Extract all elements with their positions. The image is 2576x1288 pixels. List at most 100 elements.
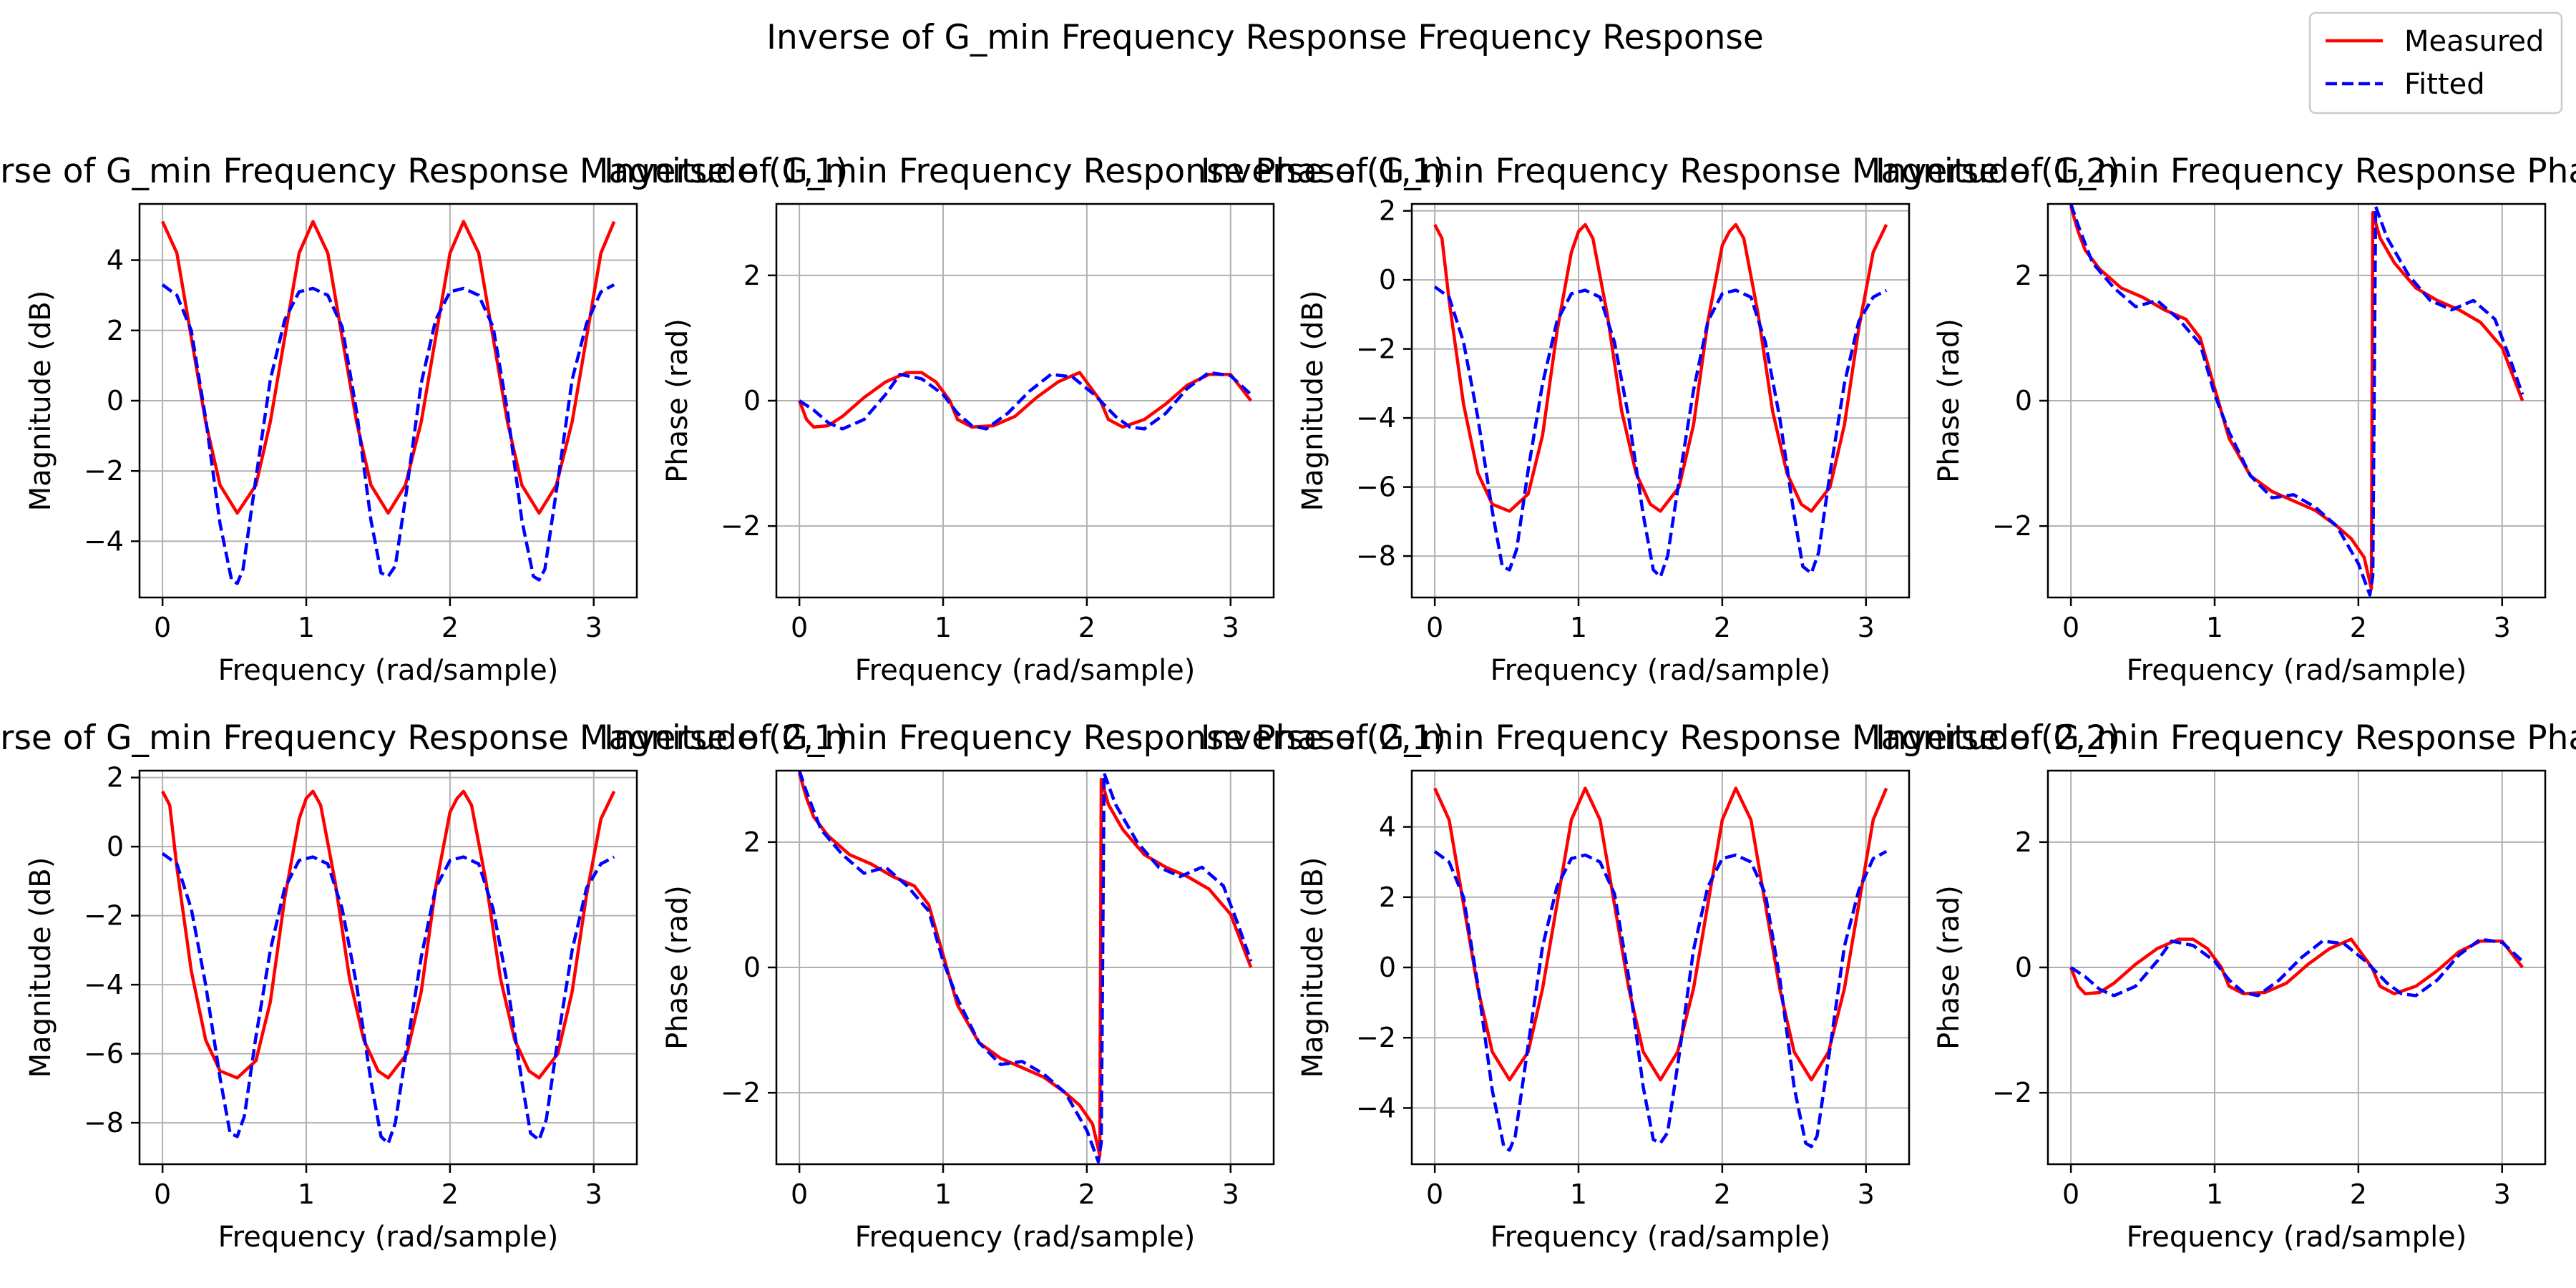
y-tick-label: −2 bbox=[1356, 333, 1396, 365]
subplot-2: 0 1 2 3 −2 0 2 Frequency (rad/sample) Phase (rad… bbox=[604, 152, 1446, 687]
y-tick-label: −4 bbox=[1356, 1092, 1396, 1123]
series-fitted-line bbox=[2069, 937, 2524, 997]
y-tick-label: −6 bbox=[84, 1038, 124, 1070]
y-axis-label: Magnitude (dB) bbox=[1297, 857, 1330, 1078]
y-axis-label: Phase (rad) bbox=[1933, 318, 1966, 483]
x-tick-label: 3 bbox=[1858, 612, 1875, 643]
x-tick-label: 2 bbox=[1078, 612, 1096, 643]
series-fitted-line bbox=[1433, 285, 1888, 579]
y-tick-label: −2 bbox=[84, 455, 124, 487]
subplot-8: 0 1 2 3 −2 0 2 Frequency (rad/sample) Phase (rad… bbox=[1875, 718, 2576, 1254]
x-tick-label: 1 bbox=[935, 1179, 952, 1210]
x-tick-label: 3 bbox=[1222, 612, 1239, 643]
y-tick-label: −8 bbox=[1356, 540, 1396, 572]
y-tick-label: 2 bbox=[107, 315, 124, 346]
x-tick-label: 1 bbox=[298, 1179, 315, 1210]
x-axis-label: Frequency (rad/sample) bbox=[2127, 1221, 2467, 1254]
x-tick-label: 0 bbox=[2062, 1179, 2079, 1210]
legend-frame bbox=[2308, 11, 2563, 114]
y-tick-label: 0 bbox=[107, 385, 124, 416]
series-fitted-line bbox=[1433, 849, 1888, 1152]
x-tick-label: 3 bbox=[1858, 1179, 1875, 1210]
y-tick-label: −4 bbox=[84, 525, 124, 557]
y-tick-label: 2 bbox=[1379, 882, 1396, 913]
x-tick-label: 0 bbox=[154, 1179, 171, 1210]
legend-measured-label: Measured bbox=[2404, 25, 2544, 58]
x-tick-label: 2 bbox=[1078, 1179, 1096, 1210]
series-fitted-line bbox=[798, 371, 1252, 431]
x-tick-label: 0 bbox=[1426, 612, 1443, 643]
series-measured-line bbox=[2069, 937, 2524, 996]
y-tick-label: −2 bbox=[84, 900, 124, 932]
series-group bbox=[797, 771, 1253, 1163]
series-group bbox=[161, 220, 616, 585]
x-tick-label: 0 bbox=[1426, 1179, 1443, 1210]
x-tick-label: 3 bbox=[585, 1179, 602, 1210]
x-tick-label: 2 bbox=[441, 612, 459, 643]
y-tick-label: 0 bbox=[2015, 952, 2032, 983]
y-axis-label: Phase (rad) bbox=[1933, 885, 1966, 1050]
subplot-title: Inverse of G_min Frequency Response Magn… bbox=[1201, 152, 2121, 191]
series-fitted-line bbox=[161, 283, 615, 585]
x-tick-label: 0 bbox=[2062, 612, 2079, 643]
y-tick-label: 2 bbox=[107, 762, 124, 794]
x-tick-label: 2 bbox=[1714, 1179, 1731, 1210]
series-group bbox=[2069, 937, 2524, 997]
series-group bbox=[1433, 786, 1888, 1152]
y-axis-label: Magnitude (dB) bbox=[24, 291, 57, 512]
series-fitted-line bbox=[161, 852, 615, 1146]
y-tick-label: −6 bbox=[1356, 472, 1396, 503]
x-tick-label: 0 bbox=[791, 612, 808, 643]
y-tick-label: 2 bbox=[743, 826, 761, 858]
y-tick-label: −4 bbox=[84, 969, 124, 1000]
series-group bbox=[797, 371, 1252, 431]
y-axis-label: Magnitude (dB) bbox=[1297, 291, 1330, 512]
subplot-3: 0 1 2 3 −8 −6 −4 −2 0 2 Frequency (rad/sample) Magn… bbox=[1201, 152, 2121, 687]
x-tick-label: 3 bbox=[585, 612, 602, 643]
y-tick-label: 2 bbox=[2015, 260, 2032, 291]
subplot-title: Inverse of G_min Frequency Response Phas… bbox=[604, 718, 1446, 758]
subplot-grid: 0 1 2 3 −4 −2 0 2 4 Frequency (rad/sample) Magnitu… bbox=[0, 152, 2576, 1254]
y-tick-label: 0 bbox=[2015, 385, 2032, 416]
y-tick-label: 4 bbox=[1379, 811, 1396, 843]
y-axis-label: Magnitude (dB) bbox=[24, 857, 57, 1078]
x-tick-label: 3 bbox=[2494, 1179, 2511, 1210]
x-axis-label: Frequency (rad/sample) bbox=[218, 1221, 559, 1254]
x-tick-label: 1 bbox=[1570, 1179, 1587, 1210]
figure-suptitle: Inverse of G_min Frequency Response Freq… bbox=[766, 18, 1764, 57]
y-tick-label: 0 bbox=[107, 831, 124, 862]
y-tick-label: 0 bbox=[743, 952, 761, 983]
x-tick-label: 0 bbox=[154, 612, 171, 643]
y-tick-label: 0 bbox=[743, 385, 761, 416]
x-tick-label: 1 bbox=[2206, 612, 2223, 643]
subplot-4: 0 1 2 3 −2 0 2 Frequency (rad/sample) Phase (rad… bbox=[1875, 152, 2576, 687]
y-axis-label: Phase (rad) bbox=[661, 885, 694, 1050]
x-tick-label: 3 bbox=[2494, 612, 2511, 643]
x-tick-label: 1 bbox=[1570, 612, 1587, 643]
x-axis-label: Frequency (rad/sample) bbox=[855, 654, 1196, 687]
y-tick-label: −8 bbox=[84, 1107, 124, 1138]
y-tick-label: 2 bbox=[743, 260, 761, 291]
subplot-title: Inverse of G_min Frequency Response Phas… bbox=[1875, 718, 2576, 758]
series-fitted-line bbox=[797, 771, 1253, 1163]
x-axis-label: Frequency (rad/sample) bbox=[855, 1221, 1196, 1254]
y-tick-label: 0 bbox=[1379, 952, 1396, 983]
y-axis-label: Phase (rad) bbox=[661, 318, 694, 483]
y-tick-label: 2 bbox=[1379, 195, 1396, 227]
series-measured-line bbox=[1433, 223, 1888, 513]
axes-frame bbox=[1410, 203, 1911, 599]
y-tick-label: −2 bbox=[1992, 510, 2032, 542]
y-tick-label: −2 bbox=[1992, 1077, 2032, 1108]
y-tick-label: −4 bbox=[1356, 402, 1396, 434]
x-tick-label: 0 bbox=[791, 1179, 808, 1210]
series-measured-line bbox=[797, 371, 1252, 429]
x-axis-label: Frequency (rad/sample) bbox=[1491, 654, 1831, 687]
x-tick-label: 2 bbox=[441, 1179, 459, 1210]
x-axis-label: Frequency (rad/sample) bbox=[218, 654, 559, 687]
series-fitted-line bbox=[2069, 204, 2524, 597]
subplot-title: Inverse of G_min Frequency Response Magn… bbox=[1201, 718, 2121, 758]
y-tick-label: 0 bbox=[1379, 264, 1396, 296]
subplot-title: Inverse of G_min Frequency Response Magn… bbox=[0, 152, 848, 191]
